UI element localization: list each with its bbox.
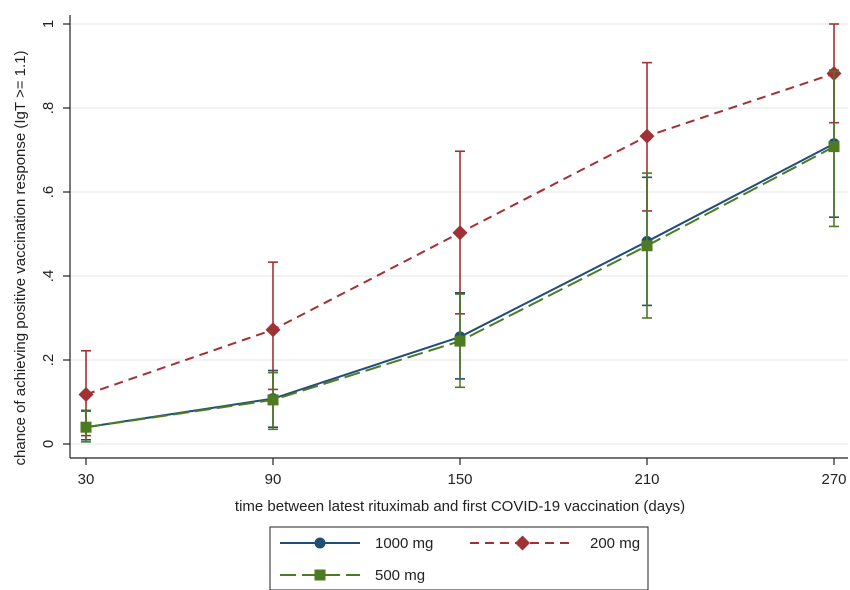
legend: 1000 mg 200 mg 500 mg xyxy=(269,526,649,590)
x-axis-title: time between latest rituximab and first … xyxy=(235,498,685,515)
data-point xyxy=(828,141,840,153)
x-tick-label: 150 xyxy=(447,471,472,488)
y-tick-label: 0 xyxy=(40,440,57,448)
x-tick-label: 30 xyxy=(78,471,95,488)
data-point xyxy=(267,394,279,406)
data-point xyxy=(641,240,653,252)
x-tick-label: 210 xyxy=(634,471,659,488)
legend-item: 500 mg xyxy=(280,567,425,584)
y-axis-title: chance of achieving positive vaccination… xyxy=(12,51,29,466)
legend-marker xyxy=(314,537,326,549)
data-point xyxy=(265,322,281,338)
y-tick-label: .2 xyxy=(40,354,57,367)
legend-item: 1000 mg xyxy=(280,535,433,552)
legend-marker xyxy=(515,535,530,551)
data-point xyxy=(454,335,466,347)
x-tick-label: 270 xyxy=(821,471,846,488)
data-point xyxy=(80,421,92,433)
y-tick-label: .6 xyxy=(40,186,57,199)
data-point xyxy=(452,225,468,241)
legend-box xyxy=(269,526,649,590)
y-tick-label: 1 xyxy=(40,20,57,28)
legend-label: 500 mg xyxy=(375,567,425,584)
series xyxy=(78,23,842,443)
data-point xyxy=(78,386,94,402)
data-point xyxy=(639,128,655,144)
legend-label: 200 mg xyxy=(590,535,640,552)
series-2 xyxy=(80,70,840,443)
y-tick-label: .8 xyxy=(40,102,57,115)
legend-marker xyxy=(314,569,326,581)
y-tick-label: .4 xyxy=(40,270,57,283)
grid xyxy=(70,23,848,445)
x-tick-label: 90 xyxy=(265,471,282,488)
legend-label: 1000 mg xyxy=(375,535,433,552)
axes: 0 .2 .4 .6 .8 1 30 90 150 210 270 xyxy=(40,15,848,488)
legend-item: 200 mg xyxy=(470,535,640,552)
